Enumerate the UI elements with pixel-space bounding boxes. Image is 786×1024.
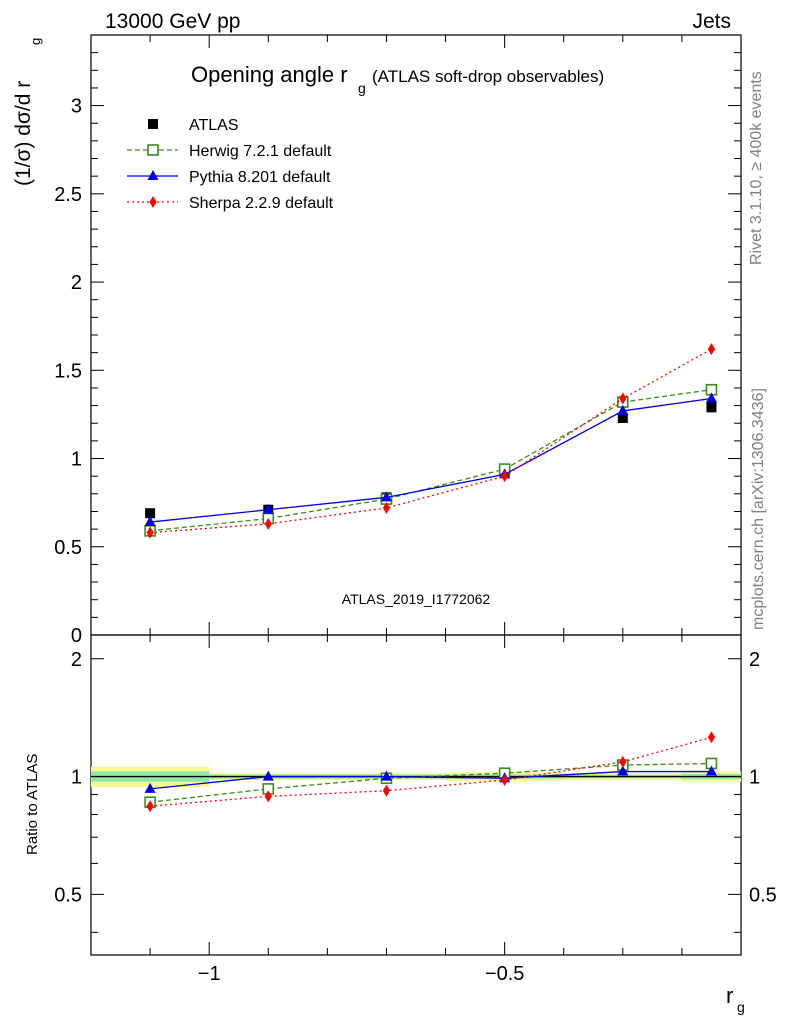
- sherpa-point: [382, 501, 391, 514]
- ratio-y-tick-label-right: 0.5: [749, 884, 777, 906]
- main-panel: 0 0.5 1 1.5 2 2.5 3 Opening angle r g (ATLAS s…: [12, 34, 742, 647]
- pythia-ratio-point: [705, 765, 717, 776]
- sherpa-point: [707, 343, 716, 356]
- legend-label: Sherpa 2.2.9 default: [189, 195, 334, 212]
- atlas-point: [617, 412, 628, 423]
- y-tick-label: 0: [71, 625, 82, 647]
- x-tick-label: −0.5: [485, 963, 524, 985]
- pythia-ratio-point: [262, 770, 274, 781]
- ratio-panel: 0.5 0.5 1 1 2 2 −1 −0.5 Ratio to ATLAS r g: [24, 634, 777, 1015]
- x-axis-label-sub: g: [737, 999, 745, 1015]
- atlas-point: [706, 402, 717, 413]
- legend-marker: [147, 144, 159, 156]
- ratio-y-tick-label-right: 2: [749, 649, 760, 671]
- sherpa-point: [501, 470, 509, 483]
- pythia-line: [150, 397, 712, 523]
- legend-label: ATLAS: [189, 117, 239, 134]
- ratio-y-tick-label: 1: [71, 767, 82, 789]
- sherpa-ratio-point: [619, 755, 627, 768]
- ratio-y-tick-label: 0.5: [54, 884, 82, 906]
- ratio-y-tick-label: 2: [71, 649, 82, 671]
- main-axis-ticks: 0 0.5 1 1.5 2 2.5 3: [54, 34, 742, 647]
- herwig-ratio-line: [150, 762, 712, 803]
- sherpa-line: [150, 348, 712, 534]
- ratio-frame: [90, 634, 742, 956]
- watermark: ATLAS_2019_I1772062: [342, 591, 491, 607]
- y-tick-label: 2: [71, 272, 82, 294]
- title-sub: g: [358, 80, 366, 96]
- legend-marker: [147, 170, 159, 180]
- sherpa-ratio-line: [150, 736, 712, 807]
- y-axis-label: (1/σ) dσ/d r: [12, 81, 35, 186]
- pythia-point: [617, 404, 629, 415]
- ratio-plot-area: [91, 731, 741, 813]
- y-tick-label: 0.5: [54, 537, 82, 559]
- sherpa-point: [146, 526, 154, 539]
- rivet-label: Rivet 3.1.10, ≥ 400k events: [748, 71, 765, 265]
- x-axis-label: r: [726, 983, 733, 1008]
- pythia-ratio-line: [150, 770, 712, 790]
- legend-marker: [148, 119, 158, 129]
- legend-item-sherpa: Sherpa 2.2.9 default: [127, 195, 334, 212]
- sherpa-ratio-point: [264, 790, 272, 803]
- x-tick-label: −1: [198, 963, 221, 985]
- atlas-point: [145, 508, 156, 519]
- series-sherpa: [146, 343, 716, 539]
- pythia-point: [144, 516, 156, 527]
- legend-item-herwig: Herwig 7.2.1 default: [127, 143, 332, 160]
- mcplots-label: mcplots.cern.ch [arXiv:1306.3436]: [750, 388, 767, 630]
- y-tick-label: 2.5: [54, 184, 82, 206]
- main-title: Opening angle r g (ATLAS soft-drop obser…: [191, 62, 604, 96]
- ratio-series-sherpa: [146, 731, 716, 813]
- pythia-ratio-point: [380, 770, 392, 781]
- series-pythia: [144, 392, 717, 527]
- legend-label: Pythia 8.201 default: [189, 169, 331, 186]
- pythia-point: [262, 503, 274, 514]
- legend-marker: [149, 196, 157, 208]
- herwig-line: [150, 389, 712, 532]
- main-plot-area: [144, 343, 718, 539]
- sherpa-point: [264, 517, 272, 530]
- y-tick-label: 1: [71, 449, 82, 471]
- legend-item-pythia: Pythia 8.201 default: [127, 169, 331, 186]
- ratio-axis-ticks: 0.5 0.5 1 1 2 2 −1 −0.5: [54, 635, 777, 985]
- header-right: Jets: [692, 10, 731, 33]
- sherpa-ratio-point: [382, 784, 391, 797]
- ratio-y-axis-label: Ratio to ATLAS: [24, 754, 41, 855]
- pythia-point: [705, 392, 717, 403]
- y-tick-label: 3: [71, 96, 82, 118]
- y-axis-title: (1/σ) dσ/d r g: [12, 38, 43, 186]
- y-tick-label: 1.5: [54, 360, 82, 382]
- legend-label: Herwig 7.2.1 default: [189, 143, 332, 160]
- sherpa-ratio-point: [146, 800, 154, 813]
- pythia-ratio-point: [617, 765, 629, 776]
- ratio-y-tick-label-right: 1: [749, 767, 760, 789]
- pythia-ratio-point: [144, 782, 156, 793]
- sherpa-ratio-point: [707, 731, 716, 744]
- title-main: Opening angle r: [191, 62, 348, 87]
- sherpa-point: [619, 392, 627, 405]
- title-suffix: (ATLAS soft-drop observables): [372, 67, 604, 86]
- legend-item-atlas: ATLAS: [148, 117, 239, 134]
- y-axis-label-sub: g: [28, 38, 43, 45]
- sherpa-ratio-point: [501, 773, 509, 786]
- header-left: 13000 GeV pp: [105, 10, 240, 33]
- series-atlas: [145, 402, 717, 519]
- legend: ATLAS Herwig 7.2.1 default Pythia 8.201 de…: [127, 117, 334, 212]
- pythia-point: [380, 491, 392, 502]
